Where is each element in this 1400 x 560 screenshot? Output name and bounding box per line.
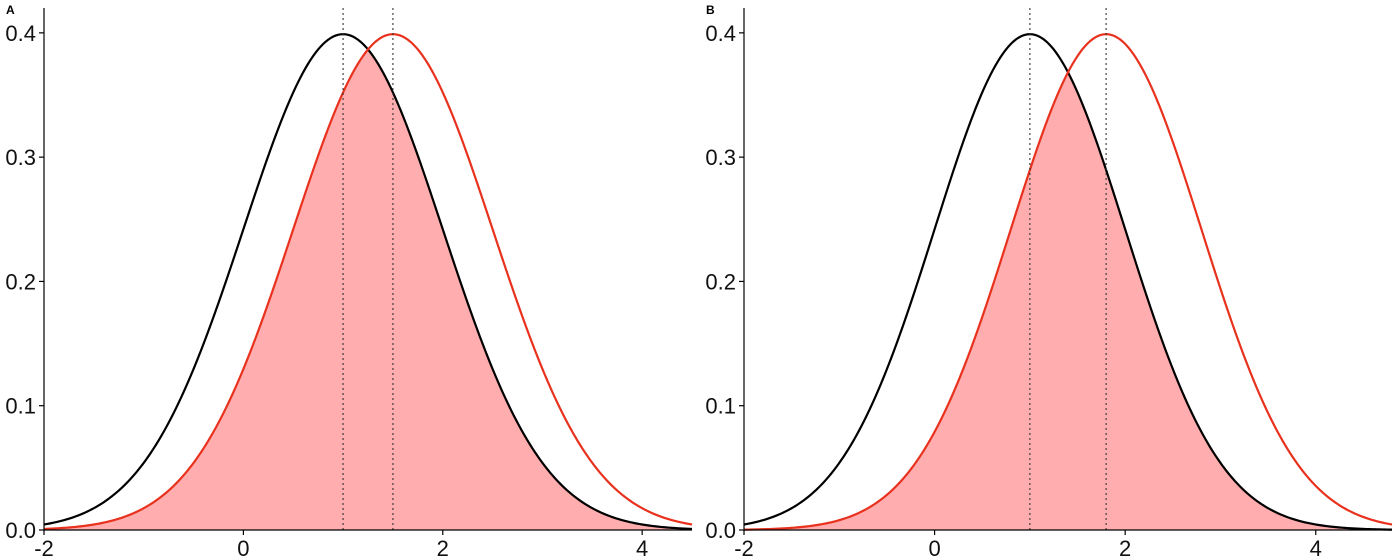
shifted-density-curve [43,33,693,531]
y-tick-label: 0.3 [5,145,36,170]
overlap-area [744,72,1392,530]
shifted-density-curve [743,33,1393,531]
y-tick-label: 0.3 [705,145,736,170]
y-tick-label: 0.4 [5,21,36,46]
y-tick-label: 0.0 [5,518,36,543]
y-tick-label: 0.1 [5,394,36,419]
panel-a: -2 0 2 4 0.0 0.1 0.2 0.3 0.4 A [5,3,693,560]
x-tick-label: -2 [34,536,54,560]
panel-label: B [706,3,715,17]
x-tick-label: 0 [237,536,249,560]
y-tick-label: 0.2 [5,269,36,294]
y-tick-label: 0.2 [705,269,736,294]
y-tick-label: 0.4 [705,21,736,46]
panel-b: -2 0 2 4 0.0 0.1 0.2 0.3 0.4 B [705,3,1393,560]
x-tick-label: 0 [928,536,940,560]
y-tick-label: 0.1 [705,394,736,419]
panel-label: A [6,3,15,17]
x-tick-label: 4 [1310,536,1322,560]
x-tick-label: -2 [734,536,754,560]
x-tick-label: 4 [636,536,648,560]
y-tick-label: 0.0 [705,518,736,543]
x-tick-label: 2 [437,536,449,560]
overlap-area [44,49,692,531]
x-tick-label: 2 [1119,536,1131,560]
